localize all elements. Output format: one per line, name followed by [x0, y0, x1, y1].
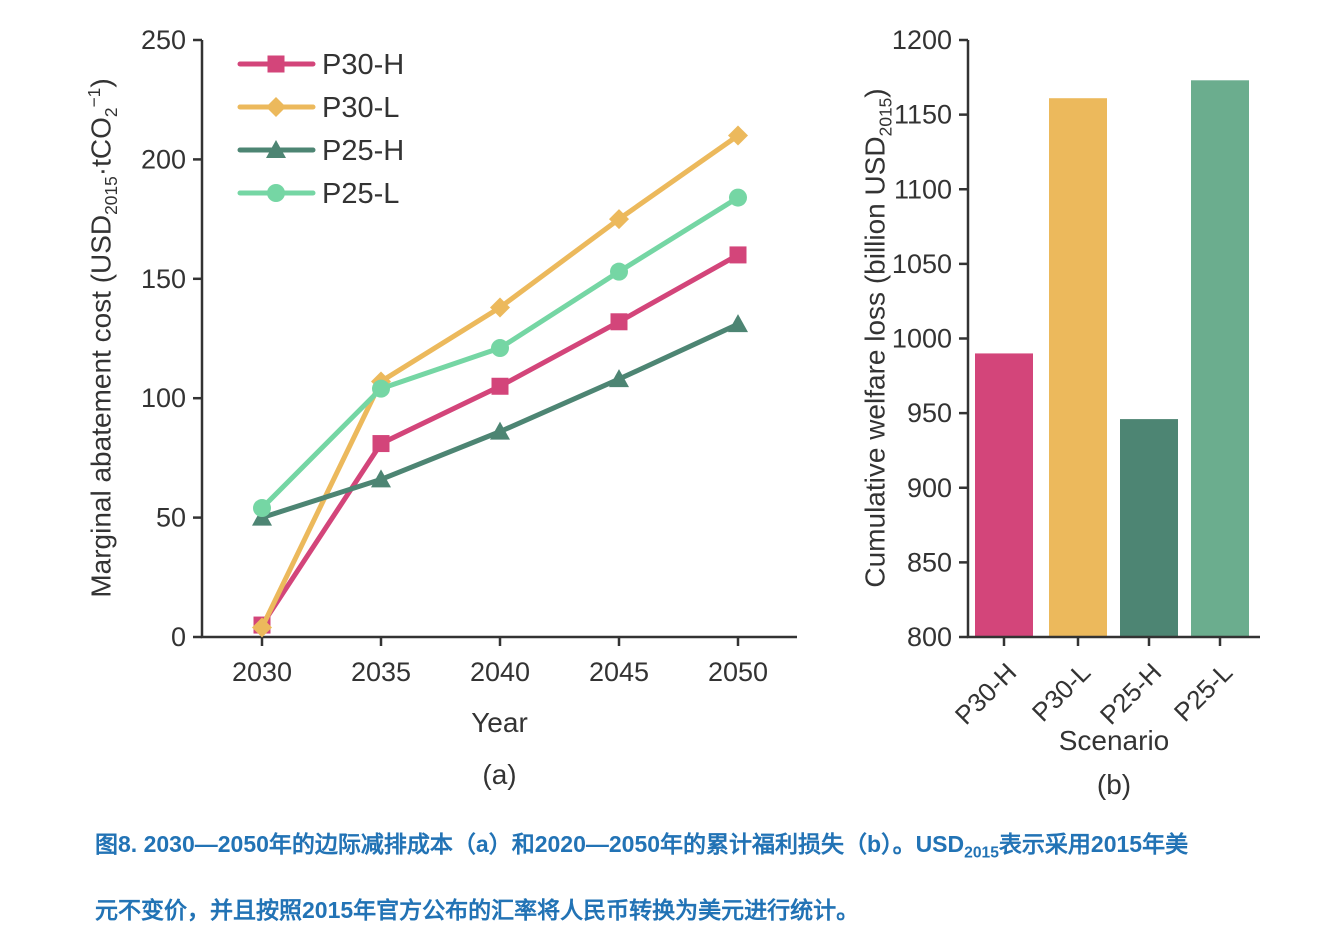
- x-axis-label: Scenario: [1059, 725, 1170, 756]
- y-tick-label: 150: [141, 264, 186, 294]
- point-P30-L-2030: [252, 617, 272, 638]
- legend-label-P25-H: P25-H: [322, 135, 404, 167]
- point-P25-L-2045: [610, 262, 628, 281]
- point-P30-H-2050: [729, 246, 747, 264]
- bar-chart-cumulative-welfare-loss: 800 850 900 950 1000 1050 1100 1150 1200 P30-H P30…: [892, 25, 1260, 800]
- caption-line1-post: 表示采用2015年美: [998, 831, 1189, 857]
- caption-line2-text: 元不变价，并且按照2015年官方公布的汇率将人民币转换为美元进行统计。: [95, 896, 860, 923]
- y-tick-label: 1100: [894, 174, 952, 204]
- line-chart-marginal-abatement-cost: 0 50 100 150 200 250 2030 2035 2040 2045 2050 Year (…: [141, 25, 797, 790]
- y-tick-label: 850: [907, 547, 952, 577]
- bar-P25-H: [1120, 419, 1178, 637]
- point-P25-L-2035: [372, 379, 390, 398]
- panel-label-b: (b): [1097, 769, 1131, 800]
- x-tick-label: 2035: [351, 657, 411, 687]
- point-P25-L-2050: [729, 188, 747, 207]
- y-tick-label: 1000: [892, 324, 952, 354]
- point-P25-H-2045: [609, 369, 629, 388]
- point-P30-H-2040: [491, 377, 509, 395]
- series-P25-L: [253, 188, 747, 518]
- x-axis-label: Year: [471, 707, 528, 738]
- point-P25-H-2035: [371, 469, 391, 488]
- x-tick-label-P30-H: P30-H: [949, 657, 1022, 730]
- ylabel-a-sup: −1: [84, 87, 105, 108]
- legend-label-P30-L: P30-L: [322, 92, 399, 124]
- x-tick-label: 2030: [232, 657, 292, 687]
- caption-line-1: 图8. 2030—2050年的边际减排成本（a）和2020—2050年的累计福利…: [95, 816, 1285, 882]
- point-P30-L-2045: [609, 209, 629, 230]
- x-tick-label: 2050: [708, 657, 768, 687]
- ylabel-b-text: Cumulative welfare loss (billion USD: [859, 136, 891, 588]
- panel-label-a: (a): [482, 759, 516, 790]
- bar-P30-L: [1049, 98, 1107, 637]
- point-P30-L-2040: [490, 297, 510, 318]
- x-tick-label-P25-H: P25-H: [1094, 657, 1167, 730]
- ylabel-a-sub-2: 2: [100, 107, 121, 118]
- legend-label-P30-H: P30-H: [322, 49, 404, 81]
- point-P25-L-2040: [491, 339, 509, 358]
- ylabel-a-text: Marginal abatement cost (USD: [85, 214, 117, 598]
- ylabel-a-mid: ·tCO: [85, 117, 117, 177]
- y-axis-label-panel-b: Cumulative welfare loss (billion USD2015…: [860, 88, 897, 587]
- axes-panel-a: 0 50 100 150 200 250 2030 2035 2040 2045 2050: [141, 25, 797, 687]
- legend-marker-P30-H: [267, 55, 285, 73]
- ylabel-b-close: ): [859, 88, 891, 98]
- bars: [975, 80, 1249, 638]
- point-P30-H-2045: [610, 313, 628, 331]
- point-P25-L-2030: [253, 499, 271, 518]
- figure-caption: 图8. 2030—2050年的边际减排成本（a）和2020—2050年的累计福利…: [95, 816, 1285, 938]
- point-P25-H-2050: [728, 314, 748, 333]
- x-tick-label-P30-L: P30-L: [1026, 657, 1096, 727]
- y-tick-label: 1050: [892, 249, 952, 279]
- ylabel-b-sub-2015: 2015: [875, 97, 896, 137]
- point-P30-L-2050: [728, 125, 748, 146]
- caption-usd-subscript: 2015: [964, 844, 999, 862]
- x-tick-label-P25-L: P25-L: [1168, 657, 1238, 727]
- legend-label-P25-L: P25-L: [322, 178, 399, 210]
- y-tick-label: 1150: [894, 100, 952, 130]
- y-tick-label: 0: [171, 622, 186, 652]
- y-tick-label: 100: [141, 383, 186, 413]
- y-tick-label: 900: [907, 473, 952, 503]
- y-tick-label: 250: [141, 25, 186, 55]
- series-P25-H: [252, 314, 748, 526]
- series-P30-L: [252, 125, 748, 638]
- caption-line-2: 元不变价，并且按照2015年官方公布的汇率将人民币转换为美元进行统计。: [95, 882, 1285, 938]
- ylabel-a-close: ): [85, 78, 117, 88]
- y-tick-label: 200: [141, 144, 186, 174]
- legend-marker-P30-L: [266, 97, 286, 117]
- legend: P30-H P30-L P25-H P25-L: [237, 49, 404, 210]
- x-tick-label: 2045: [589, 657, 649, 687]
- legend-marker-P25-H: [266, 140, 286, 158]
- y-axis-label-panel-a: Marginal abatement cost (USD2015·tCO2−1): [84, 78, 122, 597]
- y-tick-label: 950: [907, 398, 952, 428]
- bar-P30-H: [975, 353, 1033, 637]
- caption-line1-pre: 图8. 2030—2050年的边际减排成本（a）和2020—2050年的累计福利…: [95, 831, 965, 857]
- y-tick-label: 50: [156, 503, 186, 533]
- legend-marker-P25-L: [267, 184, 285, 202]
- point-P30-H-2035: [372, 435, 390, 453]
- x-tick-label: 2040: [470, 657, 530, 687]
- ylabel-a-sub-2015: 2015: [100, 176, 121, 215]
- point-P25-H-2040: [490, 421, 510, 440]
- y-tick-label: 800: [907, 622, 952, 652]
- y-tick-label: 1200: [892, 25, 952, 55]
- bar-P25-L: [1191, 80, 1249, 638]
